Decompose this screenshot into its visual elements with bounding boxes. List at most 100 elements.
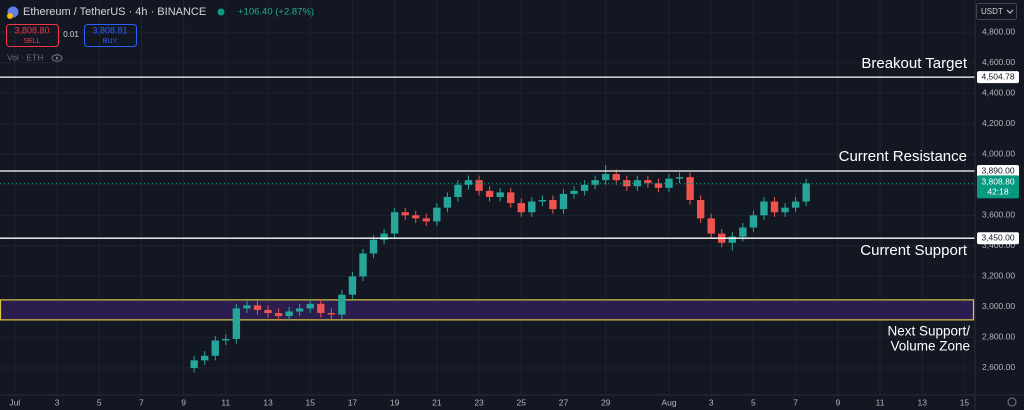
candle-body — [327, 313, 336, 315]
x-tick-label: 9 — [181, 397, 186, 407]
level-price-label: 3,890.00 — [981, 165, 1014, 175]
symbol: Ethereum / TetherUS · 4h · BINANCE — [23, 6, 206, 18]
candle-body — [549, 200, 557, 210]
y-tick-label: 4,800.00 — [982, 26, 1015, 36]
candle-body — [601, 174, 610, 181]
y-tick-label: 3,600.00 — [982, 210, 1015, 220]
x-tick-label: 7 — [139, 397, 144, 407]
candle-body — [507, 192, 515, 204]
x-tick-label: 15 — [305, 397, 315, 407]
candle-body — [401, 212, 409, 216]
candles — [190, 164, 810, 373]
candle-body — [749, 215, 758, 228]
candle-body — [380, 233, 388, 240]
y-tick-label: 4,000.00 — [982, 148, 1015, 158]
candle-body — [485, 190, 494, 197]
level-price-label: 4,504.78 — [981, 71, 1014, 81]
candle-body — [528, 201, 536, 213]
candle-body — [359, 253, 367, 277]
currency: USDT — [981, 7, 1003, 16]
x-tick-label: 19 — [390, 397, 400, 407]
buy-price: 3,808.81 — [92, 25, 127, 35]
candle-body — [454, 184, 462, 197]
x-tick-label: 23 — [474, 397, 484, 407]
spread: 0.01 — [63, 30, 79, 39]
candle-body — [264, 309, 272, 314]
candle-body — [443, 196, 452, 208]
candle-body — [570, 190, 578, 194]
candle-body — [770, 201, 779, 213]
candle-body — [306, 303, 314, 309]
zone-label: Volume Zone — [890, 338, 970, 353]
level-price-box — [977, 71, 1019, 84]
visibility-icon-pupil — [55, 56, 59, 60]
visibility-icon[interactable] — [51, 54, 63, 62]
candle-body — [591, 180, 599, 185]
candle-body — [232, 308, 241, 339]
x-tick-label: 3 — [709, 397, 714, 407]
candle-body — [559, 193, 568, 210]
candle-body — [390, 212, 399, 234]
x-tick-label: 29 — [601, 397, 611, 407]
y-tick-label: 2,600.00 — [982, 362, 1015, 372]
y-tick-label: 2,800.00 — [982, 332, 1015, 342]
y-tick-label: 4,200.00 — [982, 118, 1015, 128]
candle-body — [348, 276, 357, 295]
candle-body — [475, 180, 483, 191]
candle-body — [707, 218, 715, 234]
candle-body — [464, 180, 473, 185]
candle-body — [739, 227, 747, 237]
volume-label: Vol · ETH — [7, 52, 43, 62]
candle-body — [686, 177, 694, 201]
toolbar: Ethereum / TetherUS · 4h · BINANCE +106.… — [6, 3, 1017, 407]
candle-body — [644, 180, 652, 184]
candle-body — [190, 360, 198, 368]
candle-body — [253, 305, 262, 310]
candle-body — [201, 355, 209, 361]
currency-button[interactable] — [976, 3, 1017, 20]
candle-body — [802, 183, 810, 202]
candle-body — [538, 200, 547, 202]
candle-body — [781, 207, 789, 213]
change: +106.40 (+2.87%) — [238, 7, 314, 18]
candle-body — [422, 218, 430, 222]
x-tick-label: 9 — [835, 397, 840, 407]
x-tick-label: 17 — [348, 397, 358, 407]
x-tick-label: 11 — [221, 397, 230, 407]
x-tick-label: 21 — [432, 397, 442, 407]
candle-body — [696, 200, 705, 219]
candle-body — [612, 174, 620, 181]
level-label: Current Support — [860, 242, 968, 259]
zone-label: Next Support/ — [887, 323, 970, 338]
candle-body — [760, 201, 768, 216]
candle-body — [317, 303, 325, 314]
y-tick-label: 3,000.00 — [982, 301, 1015, 311]
candle-body — [274, 313, 283, 317]
volume-zone — [0, 299, 975, 321]
x-tick-label: 3 — [55, 397, 60, 407]
candle-body — [517, 203, 525, 213]
zone-layer: Next Support/Volume Zone — [0, 299, 975, 353]
candle-body — [412, 215, 420, 219]
x-tick-label: 5 — [751, 397, 756, 407]
settings-icon[interactable] — [1007, 397, 1017, 407]
x-tick-label: 5 — [97, 397, 102, 407]
x-tick-label: 11 — [876, 397, 885, 407]
sell-price: 3,808.80 — [14, 25, 49, 35]
buy-button[interactable] — [84, 24, 137, 47]
candle-body — [791, 201, 800, 208]
y-tick-label: 3,400.00 — [982, 240, 1015, 250]
price-tag-label: 3,808.80 — [981, 177, 1014, 187]
exchange-icon — [7, 13, 13, 19]
candle-body — [285, 311, 293, 317]
candle-body — [728, 236, 736, 243]
status-dot — [217, 8, 225, 16]
y-tick-label: 4,600.00 — [982, 57, 1015, 67]
candle-body — [433, 207, 441, 222]
sell-button[interactable] — [6, 24, 59, 47]
x-tick-label: 13 — [918, 397, 928, 407]
candle-body — [623, 180, 631, 187]
